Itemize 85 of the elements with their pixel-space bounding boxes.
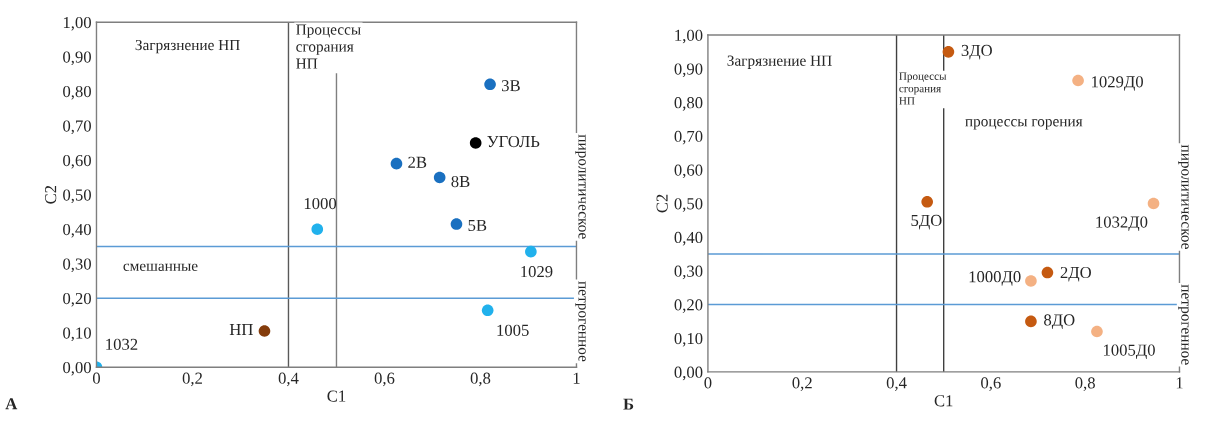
y-tick-label: 1,00 <box>675 29 703 44</box>
point <box>942 46 955 58</box>
series-label: 1005 <box>497 324 529 336</box>
series-label: 1029 <box>521 266 553 278</box>
x-tick-label: 1 <box>1176 377 1183 389</box>
x-tick-label: 0,4 <box>278 372 299 387</box>
x-tick-label: 0,2 <box>182 372 202 387</box>
series-label: 2В <box>408 156 427 168</box>
y-tick-label: 0,70 <box>63 120 91 135</box>
x-tick-label: 0 <box>704 377 712 389</box>
y-axis-title: C2 <box>45 185 57 204</box>
y-tick-label: 0,10 <box>674 332 703 347</box>
y-tick-label: 0,30 <box>674 265 703 280</box>
series-label: 5В <box>468 219 487 231</box>
y-tick-label: 0,80 <box>674 97 703 111</box>
point <box>311 223 324 236</box>
series-label: 1032 <box>106 338 138 350</box>
point <box>390 157 403 170</box>
series-label: 2ДО <box>1060 266 1091 282</box>
point <box>433 171 446 184</box>
y-tick-label: 0,00 <box>674 366 703 381</box>
y-axis-title: C2 <box>656 194 668 213</box>
y-tick-label: 0,50 <box>674 198 703 212</box>
point <box>1025 315 1037 328</box>
y-tick-label: 0,30 <box>63 258 91 273</box>
annotation: процессы горения <box>965 119 1083 130</box>
y-tick-label: 1,00 <box>63 16 91 31</box>
series-label: 3ДО <box>961 44 992 60</box>
point <box>469 137 482 149</box>
y-tick-label: 0,00 <box>63 361 91 376</box>
y-tick-label: 0,90 <box>63 51 91 66</box>
annotation: пиролитическое <box>1178 144 1189 249</box>
x-tick-label: 0,6 <box>374 372 395 387</box>
y-tick-label: 0,40 <box>63 223 91 238</box>
x-tick-label: 0 <box>92 372 101 384</box>
series-label: 8В <box>451 175 470 188</box>
x-tick-label: 1 <box>573 372 580 384</box>
x-tick-label: 0,6 <box>981 377 1001 391</box>
y-tick-label: 0,60 <box>674 164 703 179</box>
point <box>921 195 933 208</box>
y-tick-label: 0,60 <box>63 154 91 169</box>
point <box>1091 325 1103 338</box>
y-tick-label: 0,20 <box>63 292 91 307</box>
annotation: Процессы сгорания НП <box>899 72 947 105</box>
series-label: НП <box>229 324 253 335</box>
point <box>258 325 271 337</box>
point <box>481 304 494 317</box>
text: Б <box>623 398 634 410</box>
point <box>1147 197 1160 210</box>
y-tick-label: 0,70 <box>674 130 703 145</box>
y-tick-label: 0,10 <box>63 327 91 342</box>
x-tick-label: 0,4 <box>886 377 907 391</box>
y-tick-label: 0,40 <box>674 231 703 246</box>
annotation: петрогенное <box>575 281 586 362</box>
annotation: смешанные <box>123 263 198 271</box>
x-axis-title: C1 <box>934 395 953 407</box>
x-tick-label: 0,2 <box>792 377 812 391</box>
series-label: 8ДО <box>1044 314 1075 329</box>
x-tick-label: 0,8 <box>1075 377 1095 391</box>
annotation: Загрязнение НП <box>727 55 832 69</box>
text: А <box>5 398 18 410</box>
series-label: 1000Д0 <box>969 271 1021 286</box>
y-tick-label: 0,80 <box>63 85 91 100</box>
point <box>525 245 537 258</box>
series-label: 1005Д0 <box>1103 344 1155 360</box>
annotation: пиролитическое <box>575 134 586 239</box>
point <box>1041 266 1054 279</box>
point <box>1072 74 1084 87</box>
series-label: УГОЛЬ <box>487 135 540 148</box>
series-label: 5ДО <box>911 214 942 230</box>
x-tick-label: 0,8 <box>470 372 491 387</box>
y-tick-label: 0,20 <box>674 299 703 313</box>
series-label: 1000 <box>304 197 337 210</box>
series-label: 1029Д0 <box>1092 76 1143 91</box>
point <box>1025 275 1037 287</box>
annotation: Процессы сгорания НП <box>296 24 361 69</box>
point <box>450 218 463 230</box>
annotation: петрогенное <box>1178 284 1189 365</box>
y-tick-label: 0,90 <box>674 63 703 78</box>
series-label: 3В <box>501 80 520 92</box>
x-axis-title: C1 <box>327 390 346 402</box>
point <box>484 78 496 91</box>
annotation: Загрязнение НП <box>135 39 240 54</box>
series-label: 1032Д0 <box>1096 216 1148 232</box>
y-tick-label: 0,50 <box>63 189 91 204</box>
